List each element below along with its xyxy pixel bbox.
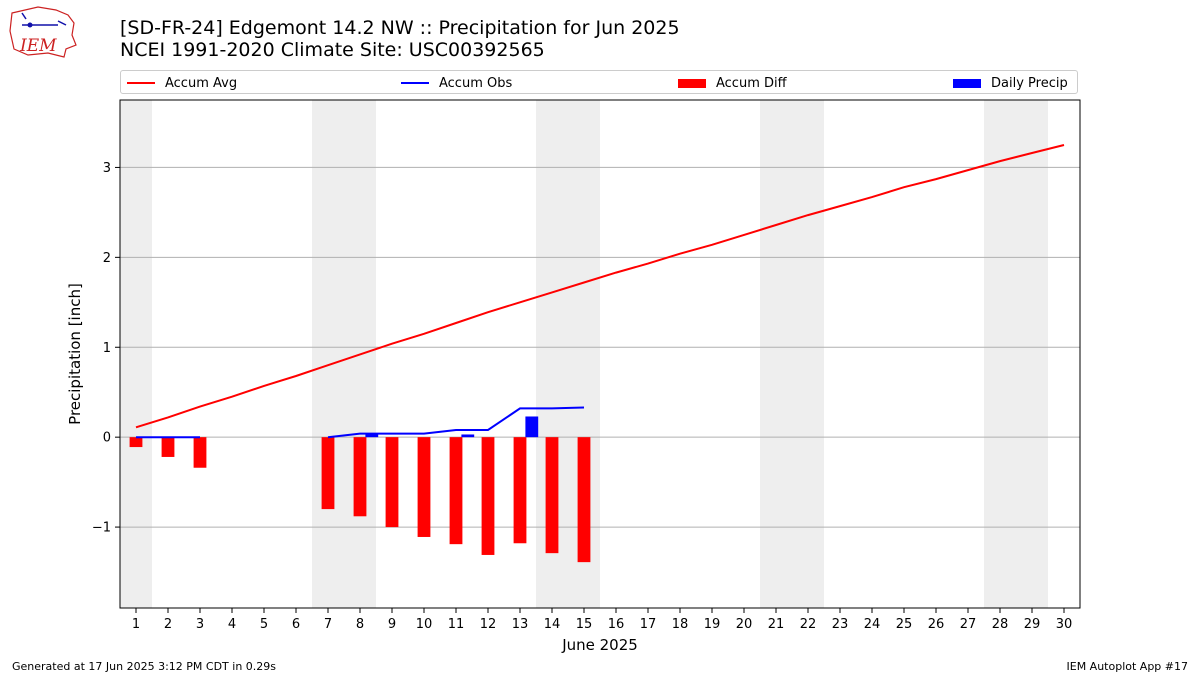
legend-swatch-accum-obs <box>401 82 429 84</box>
daily-precip-bar <box>525 416 539 438</box>
weekend-shade <box>760 100 792 608</box>
x-tick-label: 29 <box>1024 617 1041 632</box>
legend-item-accum-obs: Accum Obs <box>401 74 512 92</box>
footer-generated: Generated at 17 Jun 2025 3:12 PM CDT in … <box>12 660 277 673</box>
x-tick-label: 18 <box>672 617 689 632</box>
accum-diff-bar <box>481 437 495 555</box>
y-tick-label: 1 <box>103 341 111 356</box>
x-tick-label: 4 <box>228 617 236 632</box>
legend-swatch-accum-avg <box>127 82 155 84</box>
legend-item-accum-diff: Accum Diff <box>678 74 787 92</box>
x-tick-label: 16 <box>608 617 625 632</box>
accum-diff-bar <box>513 437 527 544</box>
x-tick-label: 14 <box>544 617 561 632</box>
y-tick-label: 0 <box>103 431 111 446</box>
legend-label-daily-precip: Daily Precip <box>991 75 1068 91</box>
x-tick-label: 22 <box>800 617 817 632</box>
x-tick-label: 11 <box>448 617 465 632</box>
weekend-shade <box>344 100 376 608</box>
x-tick-label: 2 <box>164 617 172 632</box>
x-tick-label: 8 <box>356 617 364 632</box>
x-tick-label: 17 <box>640 617 657 632</box>
legend-item-daily-precip: Daily Precip <box>953 74 1068 92</box>
daily-precip-bar <box>461 434 475 438</box>
y-tick-label: 2 <box>103 251 111 266</box>
legend-swatch-daily-precip <box>953 78 981 88</box>
iem-logo: IEM <box>9 6 77 58</box>
x-tick-label: 30 <box>1056 617 1073 632</box>
accum-diff-bar <box>193 437 207 468</box>
x-tick-label: 7 <box>324 617 332 632</box>
accum-diff-bar <box>417 437 431 537</box>
x-tick-label: 24 <box>864 617 881 632</box>
weekend-shade <box>536 100 568 608</box>
accum-diff-bar <box>385 437 399 528</box>
accum-diff-bar <box>577 437 591 563</box>
legend-label-accum-avg: Accum Avg <box>165 75 238 91</box>
x-tick-label: 27 <box>960 617 977 632</box>
logo-text: IEM <box>19 36 57 56</box>
x-tick-label: 9 <box>388 617 396 632</box>
weekend-shade <box>120 100 152 608</box>
chart-subtitle: NCEI 1991-2020 Climate Site: USC00392565 <box>120 39 545 61</box>
legend-item-accum-avg: Accum Avg <box>127 74 237 92</box>
x-tick-label: 21 <box>768 617 785 632</box>
x-tick-label: 19 <box>704 617 721 632</box>
x-tick-label: 12 <box>480 617 497 632</box>
x-tick-label: 10 <box>416 617 433 632</box>
x-tick-label: 1 <box>132 617 140 632</box>
x-tick-label: 26 <box>928 617 945 632</box>
x-tick-label: 3 <box>196 617 204 632</box>
accum-obs-line <box>136 406 585 439</box>
weekend-shade <box>312 100 344 608</box>
x-tick-label: 13 <box>512 617 529 632</box>
accum-diff-bar <box>353 437 367 517</box>
accum-diff-bar <box>449 437 463 545</box>
accum-diff-bar <box>321 437 335 510</box>
plot-frame <box>119 99 1081 609</box>
accum-avg-line <box>135 144 1065 429</box>
footer-app-id: IEM Autoplot App #17 <box>1066 660 1189 673</box>
x-tick-label: 25 <box>896 617 913 632</box>
x-axis-label: June 2025 <box>561 636 638 654</box>
x-tick-label: 6 <box>292 617 300 632</box>
daily-precip-bar <box>365 433 379 438</box>
x-tick-label: 23 <box>832 617 849 632</box>
legend-swatch-accum-diff <box>678 78 706 88</box>
accum-diff-bar <box>129 437 143 448</box>
chart-legend: Accum Avg Accum Obs Accum Diff Daily Pre… <box>120 70 1078 94</box>
weekend-shade <box>568 100 600 608</box>
y-axis-label: Precipitation [inch] <box>66 283 84 425</box>
chart-title: [SD-FR-24] Edgemont 14.2 NW :: Precipita… <box>120 17 680 39</box>
weekend-shade <box>1016 100 1048 608</box>
y-tick-label: 3 <box>103 161 111 176</box>
weekend-shade <box>792 100 824 608</box>
accum-diff-bar <box>161 437 175 457</box>
y-tick-label: −1 <box>92 521 111 536</box>
x-tick-label: 15 <box>576 617 593 632</box>
x-tick-label: 5 <box>260 617 268 632</box>
legend-label-accum-diff: Accum Diff <box>716 75 787 91</box>
x-tick-label: 28 <box>992 617 1009 632</box>
legend-label-accum-obs: Accum Obs <box>439 75 513 91</box>
x-tick-label: 20 <box>736 617 753 632</box>
weekend-shade <box>984 100 1016 608</box>
accum-diff-bar <box>545 437 559 554</box>
